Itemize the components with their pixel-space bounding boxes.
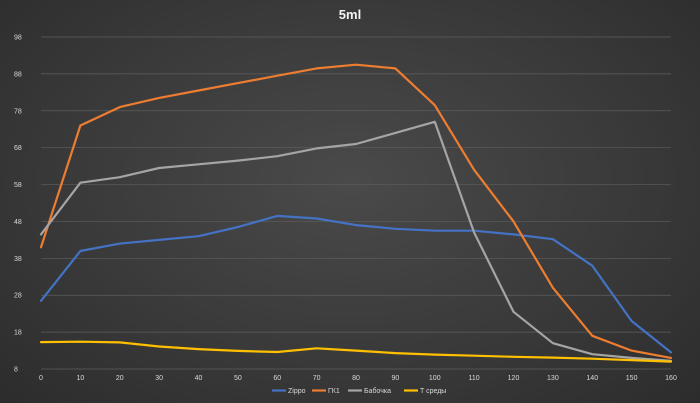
x-tick-label: 100 (429, 375, 441, 382)
x-tick-label: 20 (116, 375, 124, 382)
legend-entry: Бабочка (364, 387, 391, 395)
legend-entry: T среды (420, 388, 446, 395)
y-tick-label: 8 (14, 367, 18, 374)
y-tick-label: 18 (14, 330, 22, 337)
y-tick-label: 88 (14, 71, 22, 78)
series-line-4 (39, 340, 673, 363)
x-tick-label: 60 (273, 375, 281, 382)
x-tick-label: 140 (586, 375, 598, 382)
y-tick-label: 98 (14, 35, 22, 42)
series-line-3 (39, 120, 673, 362)
y-tick-label: 28 (14, 293, 22, 300)
x-axis-ticks: 0 10 20 30 40 50 60 70 80 90 100 110 120 130 140 150 160 (39, 375, 677, 382)
x-tick-label: 30 (155, 375, 163, 382)
x-tick-label: 90 (391, 375, 399, 382)
chart-title: 5ml (339, 7, 361, 22)
x-tick-label: 120 (508, 375, 520, 382)
y-axis-ticks: 8 18 28 38 48 58 68 78 88 98 (14, 35, 22, 374)
gridlines (41, 36, 671, 370)
x-tick-label: 130 (547, 375, 559, 382)
series-line-1 (39, 214, 673, 354)
legend-entry: Zippo (288, 388, 306, 395)
series-line-2 (39, 63, 673, 359)
x-tick-label: 110 (469, 375, 480, 382)
y-tick-label: 38 (14, 256, 22, 263)
x-tick-label: 80 (352, 375, 360, 382)
x-tick-label: 40 (195, 375, 203, 382)
y-tick-label: 48 (14, 219, 22, 226)
legend-entry: ГК1 (328, 388, 340, 395)
legend: Zippo ГК1 Бабочка T среды (272, 387, 446, 395)
x-tick-label: 0 (39, 375, 43, 382)
x-tick-label: 70 (313, 375, 321, 382)
x-tick-label: 10 (76, 375, 84, 382)
y-tick-label: 58 (14, 182, 22, 189)
series-lines (39, 63, 673, 363)
x-tick-label: 150 (626, 375, 638, 382)
y-tick-label: 78 (14, 108, 22, 115)
y-tick-label: 68 (14, 145, 22, 152)
x-tick-label: 50 (234, 375, 242, 382)
x-tick-label: 160 (665, 375, 677, 382)
